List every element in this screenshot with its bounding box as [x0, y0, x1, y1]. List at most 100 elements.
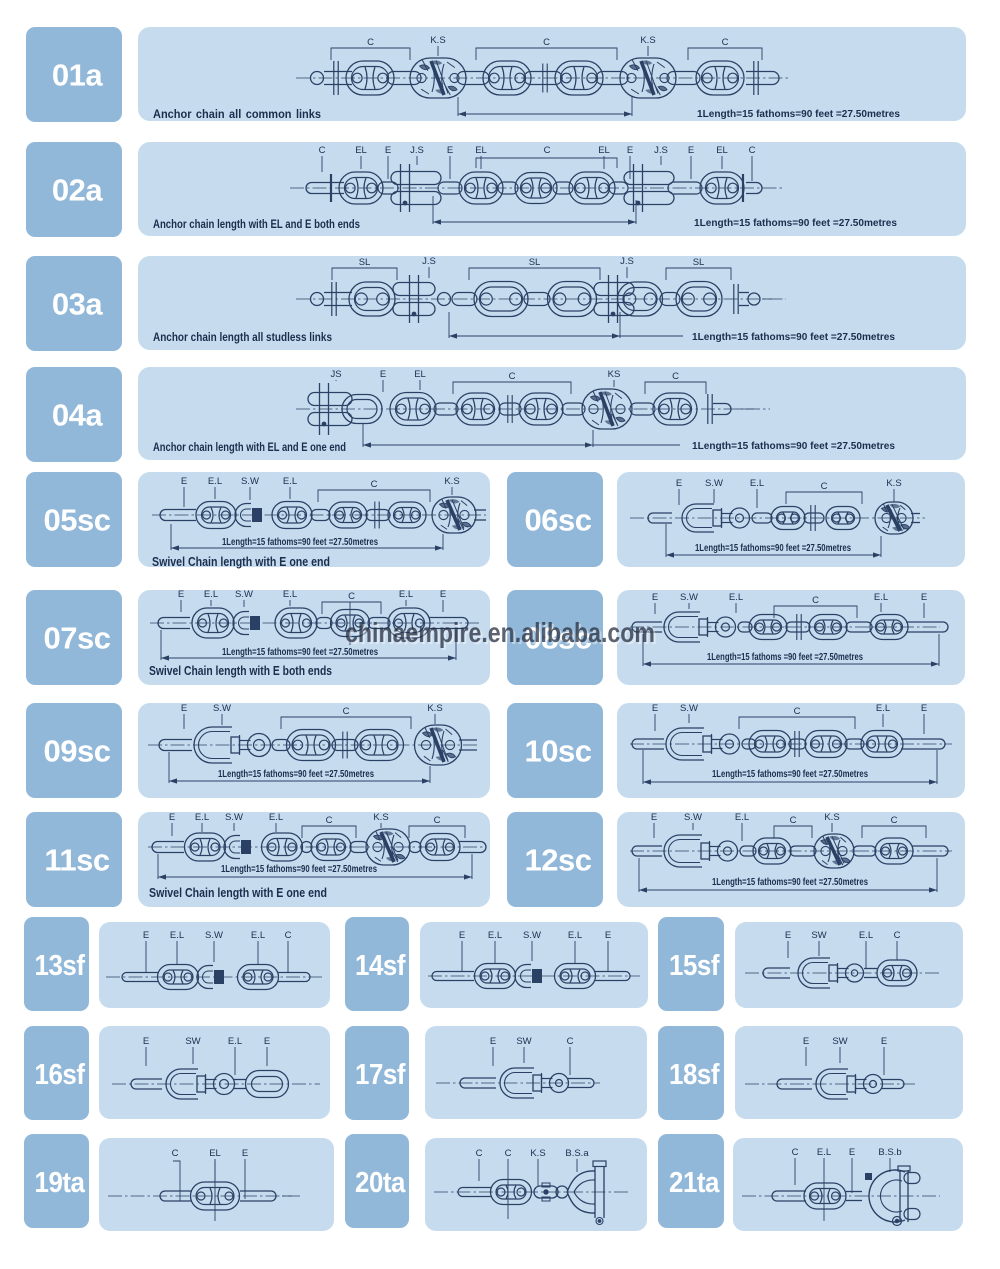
svg-text:10sc: 10sc: [525, 734, 592, 769]
svg-text:12sc: 12sc: [525, 843, 592, 878]
svg-text:S.W: S.W: [241, 476, 259, 487]
svg-text:EL: EL: [598, 145, 610, 156]
svg-text:J.S: J.S: [410, 145, 424, 156]
svg-text:E.L: E.L: [195, 812, 209, 823]
svg-text:C: C: [509, 371, 516, 382]
svg-text:SW: SW: [185, 1036, 200, 1047]
svg-text:C: C: [505, 1148, 512, 1159]
svg-text:E: E: [921, 592, 927, 603]
svg-text:C: C: [371, 479, 378, 490]
svg-text:E.L: E.L: [817, 1147, 831, 1158]
svg-text:21ta: 21ta: [669, 1167, 720, 1199]
svg-text:E: E: [242, 1148, 248, 1159]
svg-text:1Length=15 fathoms=90 feet =27: 1Length=15 fathoms=90 feet =27.50metres: [697, 109, 900, 120]
svg-text:04a: 04a: [52, 398, 103, 433]
svg-text:E: E: [169, 812, 175, 823]
svg-text:E: E: [652, 703, 658, 714]
svg-text:C: C: [672, 371, 679, 382]
svg-text:16sf: 16sf: [35, 1059, 86, 1091]
svg-text:S.W: S.W: [684, 812, 702, 823]
svg-text:K.S: K.S: [530, 1148, 545, 1159]
svg-text:EL: EL: [716, 145, 728, 156]
svg-text:K.S: K.S: [886, 478, 901, 489]
svg-text:SL: SL: [529, 257, 541, 268]
svg-text:E.L: E.L: [488, 930, 502, 941]
svg-text:13sf: 13sf: [35, 950, 86, 982]
svg-text:Anchor chain length all studle: Anchor chain length all studless links: [153, 330, 332, 344]
svg-text:19ta: 19ta: [35, 1167, 86, 1199]
svg-text:C: C: [891, 815, 898, 826]
svg-text:B.S.b: B.S.b: [878, 1147, 901, 1158]
svg-text:C: C: [790, 815, 797, 826]
svg-text:S.W: S.W: [205, 930, 223, 941]
svg-text:E.L: E.L: [729, 592, 743, 603]
svg-text:E: E: [459, 930, 465, 941]
svg-text:S.W: S.W: [213, 703, 231, 714]
svg-text:C: C: [367, 37, 374, 48]
svg-text:07sc: 07sc: [44, 621, 111, 656]
svg-text:C: C: [722, 37, 729, 48]
svg-text:E.L: E.L: [170, 930, 184, 941]
svg-text:S.W: S.W: [680, 592, 698, 603]
svg-text:1Length=15 fathoms=90 feet =27: 1Length=15 fathoms=90 feet =27.50metres: [221, 864, 377, 875]
svg-text:S.W: S.W: [235, 589, 253, 600]
svg-text:1Length=15 fathoms=90 feet =27: 1Length=15 fathoms=90 feet =27.50metres: [695, 543, 851, 554]
svg-text:E: E: [651, 812, 657, 823]
svg-text:EL: EL: [209, 1148, 221, 1159]
svg-text:14sf: 14sf: [355, 950, 406, 982]
svg-text:E: E: [447, 145, 453, 156]
svg-text:K.S: K.S: [824, 812, 839, 823]
svg-text:J.S: J.S: [654, 145, 668, 156]
svg-text:E: E: [181, 476, 187, 487]
svg-text:C: C: [544, 145, 551, 156]
svg-text:18sf: 18sf: [669, 1059, 720, 1091]
svg-text:chinaempire.en.alibaba.com: chinaempire.en.alibaba.com: [347, 619, 657, 650]
svg-text:C: C: [343, 706, 350, 717]
svg-text:E: E: [785, 930, 791, 941]
svg-text:K.S: K.S: [427, 703, 442, 714]
svg-text:C: C: [319, 145, 326, 156]
svg-text:E: E: [605, 930, 611, 941]
svg-text:C: C: [749, 145, 756, 156]
svg-text:E: E: [440, 589, 446, 600]
svg-text:E.L: E.L: [204, 589, 218, 600]
svg-text:K.S: K.S: [430, 35, 445, 46]
svg-text:S.W: S.W: [705, 478, 723, 489]
svg-text:E.L: E.L: [399, 589, 413, 600]
svg-text:E.L: E.L: [228, 1036, 242, 1047]
svg-text:S.W: S.W: [680, 703, 698, 714]
svg-text:Swivel Chain length with E one: Swivel Chain length with E one end: [152, 554, 330, 569]
svg-text:Anchor chain length with EL an: Anchor chain length with EL and E one en…: [153, 440, 346, 454]
svg-text:E: E: [849, 1147, 855, 1158]
svg-text:E: E: [490, 1036, 496, 1047]
svg-text:E: E: [385, 145, 391, 156]
svg-text:C: C: [476, 1148, 483, 1159]
svg-text:1Length=15 fathoms=90 feet =27: 1Length=15 fathoms=90 feet =27.50metres: [222, 647, 378, 658]
svg-text:KS: KS: [608, 369, 621, 380]
svg-text:E.L: E.L: [876, 703, 890, 714]
svg-text:C: C: [172, 1148, 179, 1159]
svg-text:chinaempire.en.alibaba.com: chinaempire.en.alibaba.com: [345, 617, 655, 648]
svg-text:08sc: 08sc: [525, 621, 592, 656]
svg-text:E: E: [676, 478, 682, 489]
svg-text:K.S: K.S: [373, 812, 388, 823]
svg-text:E: E: [921, 703, 927, 714]
svg-text:06sc: 06sc: [525, 503, 592, 538]
svg-text:09sc: 09sc: [44, 734, 111, 769]
svg-text:1Length=15 fathoms=90 feet =27: 1Length=15 fathoms=90 feet =27.50metres: [222, 537, 378, 548]
svg-text:E: E: [380, 369, 386, 380]
svg-text:1Length=15 fathoms=90 feet =27: 1Length=15 fathoms=90 feet =27.50metres: [712, 877, 868, 888]
svg-text:C: C: [894, 930, 901, 941]
svg-text:11sc: 11sc: [44, 843, 110, 878]
svg-text:E: E: [143, 930, 149, 941]
svg-text:C: C: [567, 1036, 574, 1047]
svg-text:S.W: S.W: [523, 930, 541, 941]
svg-text:E.L: E.L: [283, 476, 297, 487]
svg-text:E: E: [803, 1036, 809, 1047]
svg-text:J.S: J.S: [620, 256, 634, 267]
svg-text:05sc: 05sc: [44, 503, 111, 538]
svg-text:S.W: S.W: [225, 812, 243, 823]
svg-text:SW: SW: [811, 930, 826, 941]
svg-text:C: C: [792, 1147, 799, 1158]
svg-text:E: E: [143, 1036, 149, 1047]
